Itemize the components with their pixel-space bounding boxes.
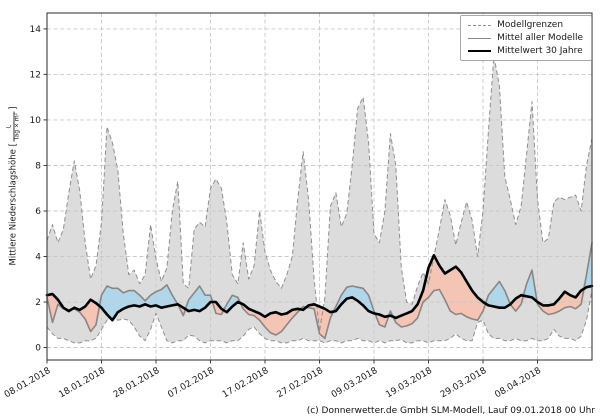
y-tick-label: 4 bbox=[35, 253, 41, 263]
y-tick-label: 14 bbox=[30, 25, 42, 35]
x-tick-label: 27.02.2018 bbox=[275, 366, 325, 401]
unit-numerator: L bbox=[5, 124, 13, 129]
x-tick-label: 09.03.2018 bbox=[330, 366, 380, 401]
solid-gray-line-sample bbox=[468, 37, 492, 39]
legend-label: Mittel aller Modelle bbox=[497, 33, 583, 43]
y-tick-label: 2 bbox=[35, 298, 41, 308]
legend-item-modellgrenzen: Modellgrenzen bbox=[468, 20, 583, 30]
legend-item-mittel-aller-modelle: Mittel aller Modelle bbox=[468, 33, 583, 43]
y-axis-label-bracket: ] bbox=[8, 106, 19, 110]
x-tick-label: 17.02.2018 bbox=[221, 366, 271, 401]
below-normal-fill bbox=[47, 255, 592, 339]
y-tick-label: 10 bbox=[30, 116, 42, 126]
climate-mean-line bbox=[45, 254, 594, 322]
x-tick-label: 18.01.2018 bbox=[57, 366, 107, 401]
legend: Modellgrenzen Mittel aller Modelle Mitte… bbox=[460, 15, 592, 61]
model-mean-line bbox=[46, 242, 593, 340]
y-tick-label: 0 bbox=[35, 344, 41, 354]
x-tick-label: 07.02.2018 bbox=[166, 366, 216, 401]
y-tick-label: 12 bbox=[30, 71, 41, 81]
x-tick-label: 19.03.2018 bbox=[384, 366, 434, 401]
y-axis-label-text: Mittlere Niederschlagshöhe [ bbox=[8, 143, 19, 266]
y-tick-label: 8 bbox=[35, 162, 41, 172]
y-axis-unit-fraction: L Tag × m² bbox=[5, 111, 21, 142]
x-tick-label: 08.04.2018 bbox=[493, 366, 543, 401]
legend-item-mittelwert-30-jahre: Mittelwert 30 Jahre bbox=[468, 46, 583, 56]
y-axis-label: Mittlere Niederschlagshöhe [ L Tag × m² … bbox=[5, 13, 22, 360]
thick-black-line-sample bbox=[468, 50, 492, 52]
model-max-line bbox=[46, 55, 593, 333]
y-tick-label: 6 bbox=[35, 207, 41, 217]
x-tick-label: 08.01.2018 bbox=[3, 366, 53, 401]
dashed-line-sample bbox=[468, 24, 492, 26]
x-tick-label: 29.03.2018 bbox=[439, 366, 489, 401]
legend-label: Modellgrenzen bbox=[497, 20, 564, 30]
unit-denominator: Tag × m² bbox=[13, 111, 21, 142]
copyright-caption: (c) Donnerwetter.de GmbH SLM-Modell, Lau… bbox=[306, 406, 595, 416]
legend-label: Mittelwert 30 Jahre bbox=[497, 46, 583, 56]
x-tick-label: 28.01.2018 bbox=[112, 366, 162, 401]
